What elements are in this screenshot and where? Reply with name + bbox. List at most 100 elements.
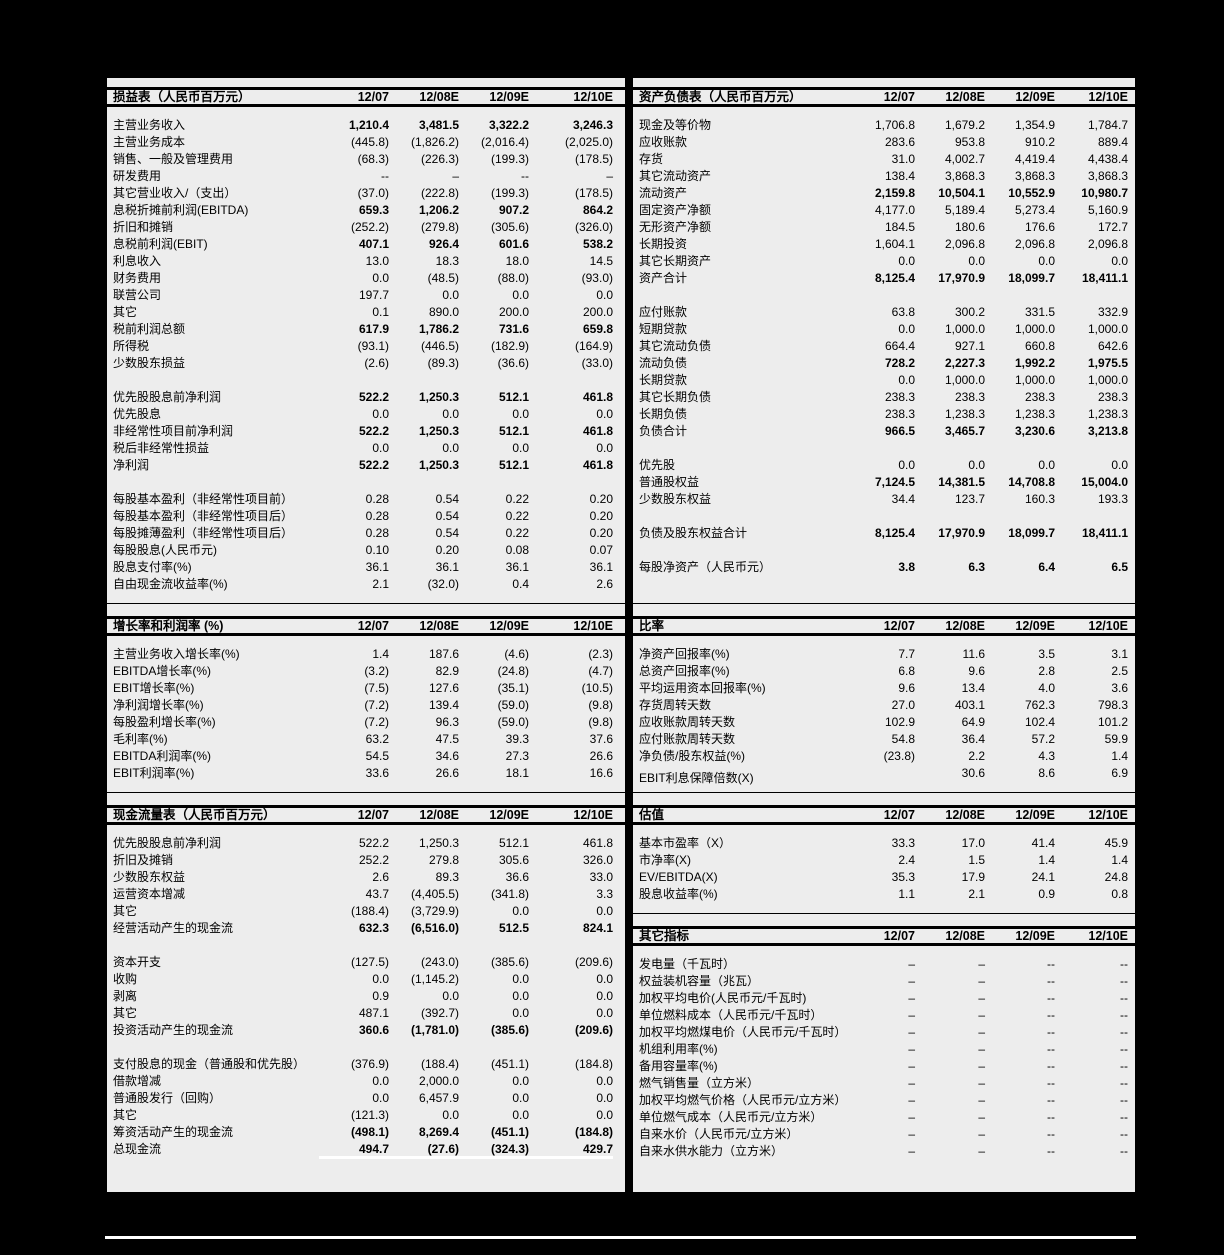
- row-label: EBIT利润率(%): [113, 766, 195, 780]
- cell-value: (178.5): [574, 186, 613, 200]
- cell-value: (88.0): [497, 271, 529, 285]
- table-row: 优先股 0.0 0.0 0.0 0.0: [633, 457, 1135, 474]
- table-row: 股息支付率(%) 36.1 36.1 36.1 36.1: [107, 559, 625, 576]
- table-row: 资产合计 8,125.4 17,970.9 18,099.7 18,411.1: [633, 270, 1135, 287]
- cell-value: –: [978, 957, 985, 971]
- cell-value: 1,250.3: [418, 424, 459, 438]
- cell-value: 14,708.8: [1008, 475, 1055, 489]
- cell-value: 461.8: [582, 836, 613, 850]
- row-label: 每股股息(人民币元): [113, 543, 217, 557]
- cell-value: (9.8): [588, 715, 613, 729]
- cell-value: 193.3: [1097, 492, 1128, 506]
- row-label: 资本开支: [113, 955, 162, 969]
- cell-value: 200.0: [582, 305, 613, 319]
- table-row: 每股股息(人民币元) 0.10 0.20 0.08 0.07: [107, 542, 625, 559]
- cell-value: (93.0): [581, 271, 613, 285]
- cell-value: 3,465.7: [944, 424, 985, 438]
- cell-value: (184.8): [574, 1057, 613, 1071]
- section-header: 估值 12/07 12/08E 12/09E 12/10E: [633, 805, 1135, 825]
- cell-value: (24.8): [497, 664, 529, 678]
- cell-value: 18.1: [505, 766, 529, 780]
- cell-value: 512.1: [498, 458, 529, 472]
- cell-value: 31.0: [891, 152, 915, 166]
- table-row: 流动负债 728.2 2,227.3 1,992.2 1,975.5: [633, 355, 1135, 372]
- table-row: 长期投资 1,604.1 2,096.8 2,096.8 2,096.8: [633, 236, 1135, 253]
- row-values: 8,125.4 17,970.9 18,099.7 18,411.1: [845, 525, 1128, 542]
- blank-row: [633, 542, 1135, 559]
- cell-value: 4.0: [1038, 681, 1055, 695]
- cell-value: 17,970.9: [938, 526, 985, 540]
- cell-value: --: [1047, 1093, 1055, 1107]
- cell-value: 522.2: [358, 424, 389, 438]
- row-label: 加权平均电价(人民币元/千瓦时): [639, 991, 807, 1005]
- row-label: 其它: [113, 1108, 138, 1122]
- cell-value: --: [1120, 1042, 1128, 1056]
- cell-value: --: [1120, 1025, 1128, 1039]
- cell-value: 0.0: [512, 1006, 529, 1020]
- row-values: – – -- --: [845, 990, 1128, 1007]
- row-label: 其它: [113, 904, 138, 918]
- row-values: 197.7 0.0 0.0 0.0: [319, 287, 613, 304]
- cell-value: 6.8: [898, 664, 915, 678]
- cell-value: (3,729.9): [410, 904, 459, 918]
- table-row: 少数股东权益 34.4 123.7 160.3 193.3: [633, 491, 1135, 508]
- cell-value: 1,992.2: [1014, 356, 1055, 370]
- cell-value: 3,322.2: [488, 118, 529, 132]
- row-values: 36.1 36.1 36.1 36.1: [319, 559, 613, 576]
- table-row: 借款增减 0.0 2,000.0 0.0 0.0: [107, 1073, 625, 1090]
- section-separator: [107, 792, 625, 793]
- cell-value: –: [908, 1127, 915, 1141]
- cell-value: 0.0: [512, 288, 529, 302]
- cell-value: 127.6: [428, 681, 459, 695]
- cell-value: 0.54: [435, 492, 459, 506]
- column-header: 12/09E: [1015, 808, 1055, 822]
- row-label: 市净率(X): [639, 853, 691, 867]
- cell-value: 2.5: [1111, 664, 1128, 678]
- cell-value: 187.6: [428, 647, 459, 661]
- table-row: 少数股东权益 2.6 89.3 36.6 33.0: [107, 869, 625, 886]
- cell-value: 2.1: [372, 577, 389, 591]
- table-row: 应付账款周转天数 54.8 36.4 57.2 59.9: [633, 731, 1135, 748]
- row-values: 728.2 2,227.3 1,992.2 1,975.5: [845, 355, 1128, 372]
- cell-value: 0.54: [435, 509, 459, 523]
- cell-value: –: [978, 1144, 985, 1158]
- cell-value: 0.07: [589, 543, 613, 557]
- cell-value: 138.4: [884, 169, 915, 183]
- row-values: 0.0 0.0 0.0 0.0: [319, 440, 613, 457]
- cell-value: 617.9: [358, 322, 389, 336]
- cell-value: 5,189.4: [944, 203, 985, 217]
- cell-value: –: [908, 1042, 915, 1056]
- cell-value: 15,004.0: [1081, 475, 1128, 489]
- row-values: 522.2 1,250.3 512.1 461.8: [319, 457, 613, 474]
- row-label: 净利润增长率(%): [113, 698, 204, 712]
- cell-value: 13.4: [961, 681, 985, 695]
- column-header: 12/10E: [1088, 90, 1128, 104]
- cell-value: 0.20: [589, 492, 613, 506]
- cell-value: (199.3): [490, 186, 529, 200]
- cell-value: 3,481.5: [418, 118, 459, 132]
- cell-value: 659.3: [358, 203, 389, 217]
- row-values: 2,159.8 10,504.1 10,552.9 10,980.7: [845, 185, 1128, 202]
- cell-value: --: [1120, 1144, 1128, 1158]
- cell-value: --: [1047, 974, 1055, 988]
- cell-value: --: [1047, 1042, 1055, 1056]
- cell-value: (209.6): [574, 955, 613, 969]
- column-header: 12/10E: [1088, 808, 1128, 822]
- cell-value: 3,230.6: [1014, 424, 1055, 438]
- right-tables-panel: 资产负债表（人民币百万元） 12/07 12/08E 12/09E 12/10E 现金及等…: [633, 78, 1135, 1192]
- cell-value: –: [978, 1110, 985, 1124]
- row-values: 0.0 2,000.0 0.0 0.0: [319, 1073, 613, 1090]
- cell-value: 1,250.3: [418, 390, 459, 404]
- row-values: 27.0 403.1 762.3 798.3: [845, 697, 1128, 714]
- table-row: 主营业务收入增长率(%) 1.4 187.6 (4.6) (2.3): [107, 646, 625, 663]
- cell-value: (164.9): [574, 339, 613, 353]
- row-label: 发电量（千瓦时）: [639, 957, 736, 971]
- cell-value: 7.7: [898, 647, 915, 661]
- cell-value: 0.0: [372, 441, 389, 455]
- row-values: (252.2) (279.8) (305.6) (326.0): [319, 219, 613, 236]
- cell-value: (36.6): [497, 356, 529, 370]
- row-label: 少数股东权益: [113, 870, 186, 884]
- cell-value: 0.0: [512, 1108, 529, 1122]
- column-header: 12/08E: [419, 619, 459, 633]
- section-title: 比率: [639, 619, 665, 633]
